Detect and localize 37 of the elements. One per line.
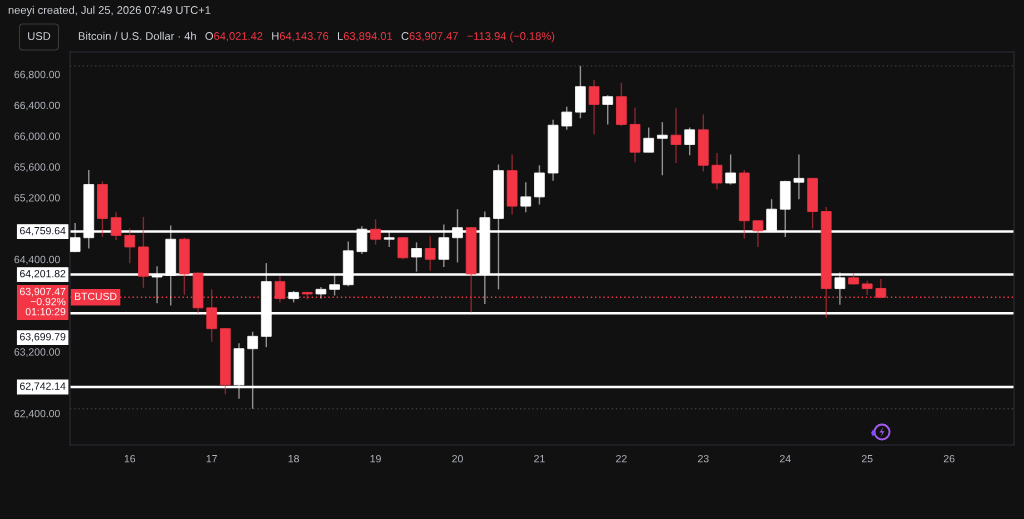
text: 63,907.47 xyxy=(409,32,458,42)
ref-line-label: 62,742.14 xyxy=(20,382,66,392)
text: O xyxy=(205,32,213,40)
ref-line-label: 63,699.79 xyxy=(20,333,66,342)
text: USD xyxy=(28,32,51,40)
annotation: BTCUSD xyxy=(75,292,117,301)
ref-line-label: 64,201.82 xyxy=(20,269,66,279)
y-tick-label: 62,400.00 xyxy=(14,409,60,419)
x-tick-label: 20 xyxy=(452,455,463,463)
x-tick-label: 18 xyxy=(288,455,299,463)
text: 64,143.76 xyxy=(279,32,329,42)
x-tick-label: 25 xyxy=(861,455,873,463)
x-tick-label: 26 xyxy=(943,455,955,463)
y-tick-label: 66,800.00 xyxy=(14,70,60,80)
text: L xyxy=(337,32,343,40)
x-tick-label: 16 xyxy=(124,455,136,463)
x-tick-label: 23 xyxy=(698,455,709,463)
y-tick-label: 64,400.00 xyxy=(14,255,60,265)
x-tick-label: 17 xyxy=(206,455,217,463)
text: −113.94 (−0.18%) xyxy=(467,31,555,43)
text: 64,021.42 xyxy=(214,32,263,42)
text: H xyxy=(272,32,279,40)
y-tick-label: 65,600.00 xyxy=(14,163,60,172)
y-tick-label: 63,200.00 xyxy=(14,348,60,357)
ref-line-label: 64,759.64 xyxy=(20,226,66,236)
y-tick-label: 66,400.00 xyxy=(14,101,60,111)
chart-title: Bitcoin / U.S. Dollar · 4h xyxy=(78,31,196,40)
text: neeyi created, Jul 25, 2026 07:49 UTC+1 xyxy=(8,5,211,17)
x-tick-label: 19 xyxy=(370,455,381,463)
x-tick-label: 22 xyxy=(616,455,627,463)
y-tick-label: 66,000.00 xyxy=(14,132,60,142)
text: 63,894.01 xyxy=(343,32,393,42)
text: C xyxy=(401,32,409,40)
x-tick-label: 21 xyxy=(534,455,545,463)
y-tick-label: 65,200.00 xyxy=(14,194,60,203)
ref-line-label: 63,907.47 −0.92% 01:10:29 xyxy=(20,287,66,316)
x-tick-label: 24 xyxy=(779,455,791,463)
